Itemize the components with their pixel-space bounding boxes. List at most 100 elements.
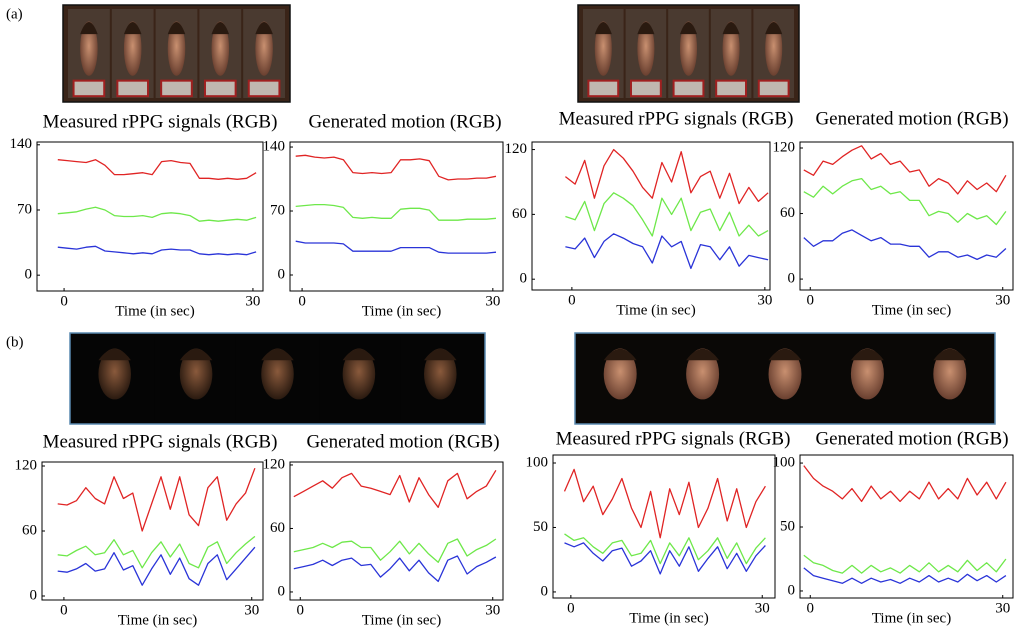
chart-title: Generated motion (RGB) xyxy=(308,111,501,132)
face xyxy=(933,348,967,400)
x-axis-label: Time (in sec) xyxy=(872,610,951,626)
signal-line xyxy=(57,245,257,256)
signal-line xyxy=(295,203,497,221)
shirt xyxy=(672,79,705,98)
x-tick-label: 0 xyxy=(60,293,68,309)
hair xyxy=(679,21,698,35)
y-tick-label: 0 xyxy=(788,582,796,598)
face xyxy=(167,21,186,76)
face xyxy=(211,21,230,76)
y-tick-label: 70 xyxy=(270,202,285,218)
shirt xyxy=(247,79,281,98)
plot-frame xyxy=(531,141,771,291)
x-tick-label: 0 xyxy=(807,292,815,308)
hair xyxy=(342,348,376,361)
shirt xyxy=(757,79,790,98)
signal-line xyxy=(803,554,1007,574)
signal-line xyxy=(57,535,256,569)
face xyxy=(686,348,720,400)
hair xyxy=(765,21,783,35)
hair xyxy=(686,348,720,361)
signal-line xyxy=(57,546,256,586)
y-tick-label: 140 xyxy=(263,138,286,154)
hair xyxy=(603,348,637,361)
signal-line xyxy=(293,555,497,583)
panel-label: (a) xyxy=(6,6,23,22)
y-tick-label: 0 xyxy=(278,266,286,282)
face xyxy=(637,21,655,76)
x-tick-label: 30 xyxy=(995,292,1010,308)
hair xyxy=(722,21,740,35)
signal-line xyxy=(565,148,769,205)
signal-line xyxy=(803,465,1007,503)
x-tick-label: 0 xyxy=(807,600,815,616)
face xyxy=(342,348,376,400)
plot-frame xyxy=(799,141,1014,291)
y-tick-label: 120 xyxy=(263,456,286,472)
y-tick-label: 0 xyxy=(30,587,38,603)
chart-title: Generated motion (RGB) xyxy=(815,108,1008,129)
chart-title: Generated motion (RGB) xyxy=(306,431,499,452)
signal-line xyxy=(564,542,766,575)
shirt xyxy=(629,79,662,98)
chart-title: Measured rPPG signals (RGB) xyxy=(556,428,791,449)
y-tick-label: 50 xyxy=(780,518,795,534)
y-tick-label: 100 xyxy=(526,454,549,470)
face xyxy=(594,21,612,76)
face xyxy=(123,21,142,76)
signal-line xyxy=(564,533,766,565)
signal-line xyxy=(563,468,766,539)
shirt xyxy=(203,79,237,98)
shirt xyxy=(72,79,106,98)
y-tick-label: 60 xyxy=(512,206,527,222)
signal-line xyxy=(803,145,1007,195)
x-tick-label: 30 xyxy=(757,292,772,308)
y-tick-label: 0 xyxy=(788,271,796,287)
signal-line xyxy=(293,538,497,563)
signal-line xyxy=(565,233,769,270)
face xyxy=(261,348,294,400)
face xyxy=(850,348,884,400)
signal-line xyxy=(295,240,497,254)
y-tick-label: 0 xyxy=(25,267,33,283)
signal-line xyxy=(57,206,257,222)
y-tick-label: 100 xyxy=(773,454,796,470)
signal-line xyxy=(293,469,497,508)
face xyxy=(679,21,698,76)
x-tick-label: 0 xyxy=(60,602,68,618)
chart-title: Generated motion (RGB) xyxy=(815,428,1008,449)
face-strips xyxy=(62,4,996,425)
x-axis-label: Time (in sec) xyxy=(872,302,951,318)
face xyxy=(765,21,783,76)
y-tick-label: 0 xyxy=(541,583,549,599)
panel-label: (b) xyxy=(6,334,24,350)
x-axis-label: Time (in sec) xyxy=(616,302,695,318)
signal-line xyxy=(803,229,1007,261)
hair xyxy=(167,21,186,35)
hair xyxy=(80,21,98,35)
y-tick-label: 120 xyxy=(505,141,528,157)
y-tick-label: 70 xyxy=(17,201,32,217)
plot-frame xyxy=(289,461,504,601)
x-tick-label: 30 xyxy=(995,600,1010,616)
x-tick-label: 0 xyxy=(568,292,576,308)
x-tick-label: 30 xyxy=(485,293,500,309)
x-axis-label: Time (in sec) xyxy=(362,612,441,628)
hair xyxy=(123,21,142,35)
y-tick-label: 0 xyxy=(278,583,286,599)
signal-line xyxy=(57,159,257,180)
plot-frame xyxy=(552,454,776,599)
plot-frame xyxy=(289,141,504,292)
plot-frame xyxy=(36,141,264,292)
hair xyxy=(594,21,612,35)
face xyxy=(255,21,273,76)
chart-title: Measured rPPG signals (RGB) xyxy=(559,108,794,129)
signal-line xyxy=(565,192,769,237)
shirt xyxy=(715,79,748,98)
chart-title: Measured rPPG signals (RGB) xyxy=(43,111,278,132)
face xyxy=(603,348,637,400)
hair xyxy=(637,21,655,35)
plot-frame xyxy=(799,454,1014,599)
shirt xyxy=(160,79,193,98)
